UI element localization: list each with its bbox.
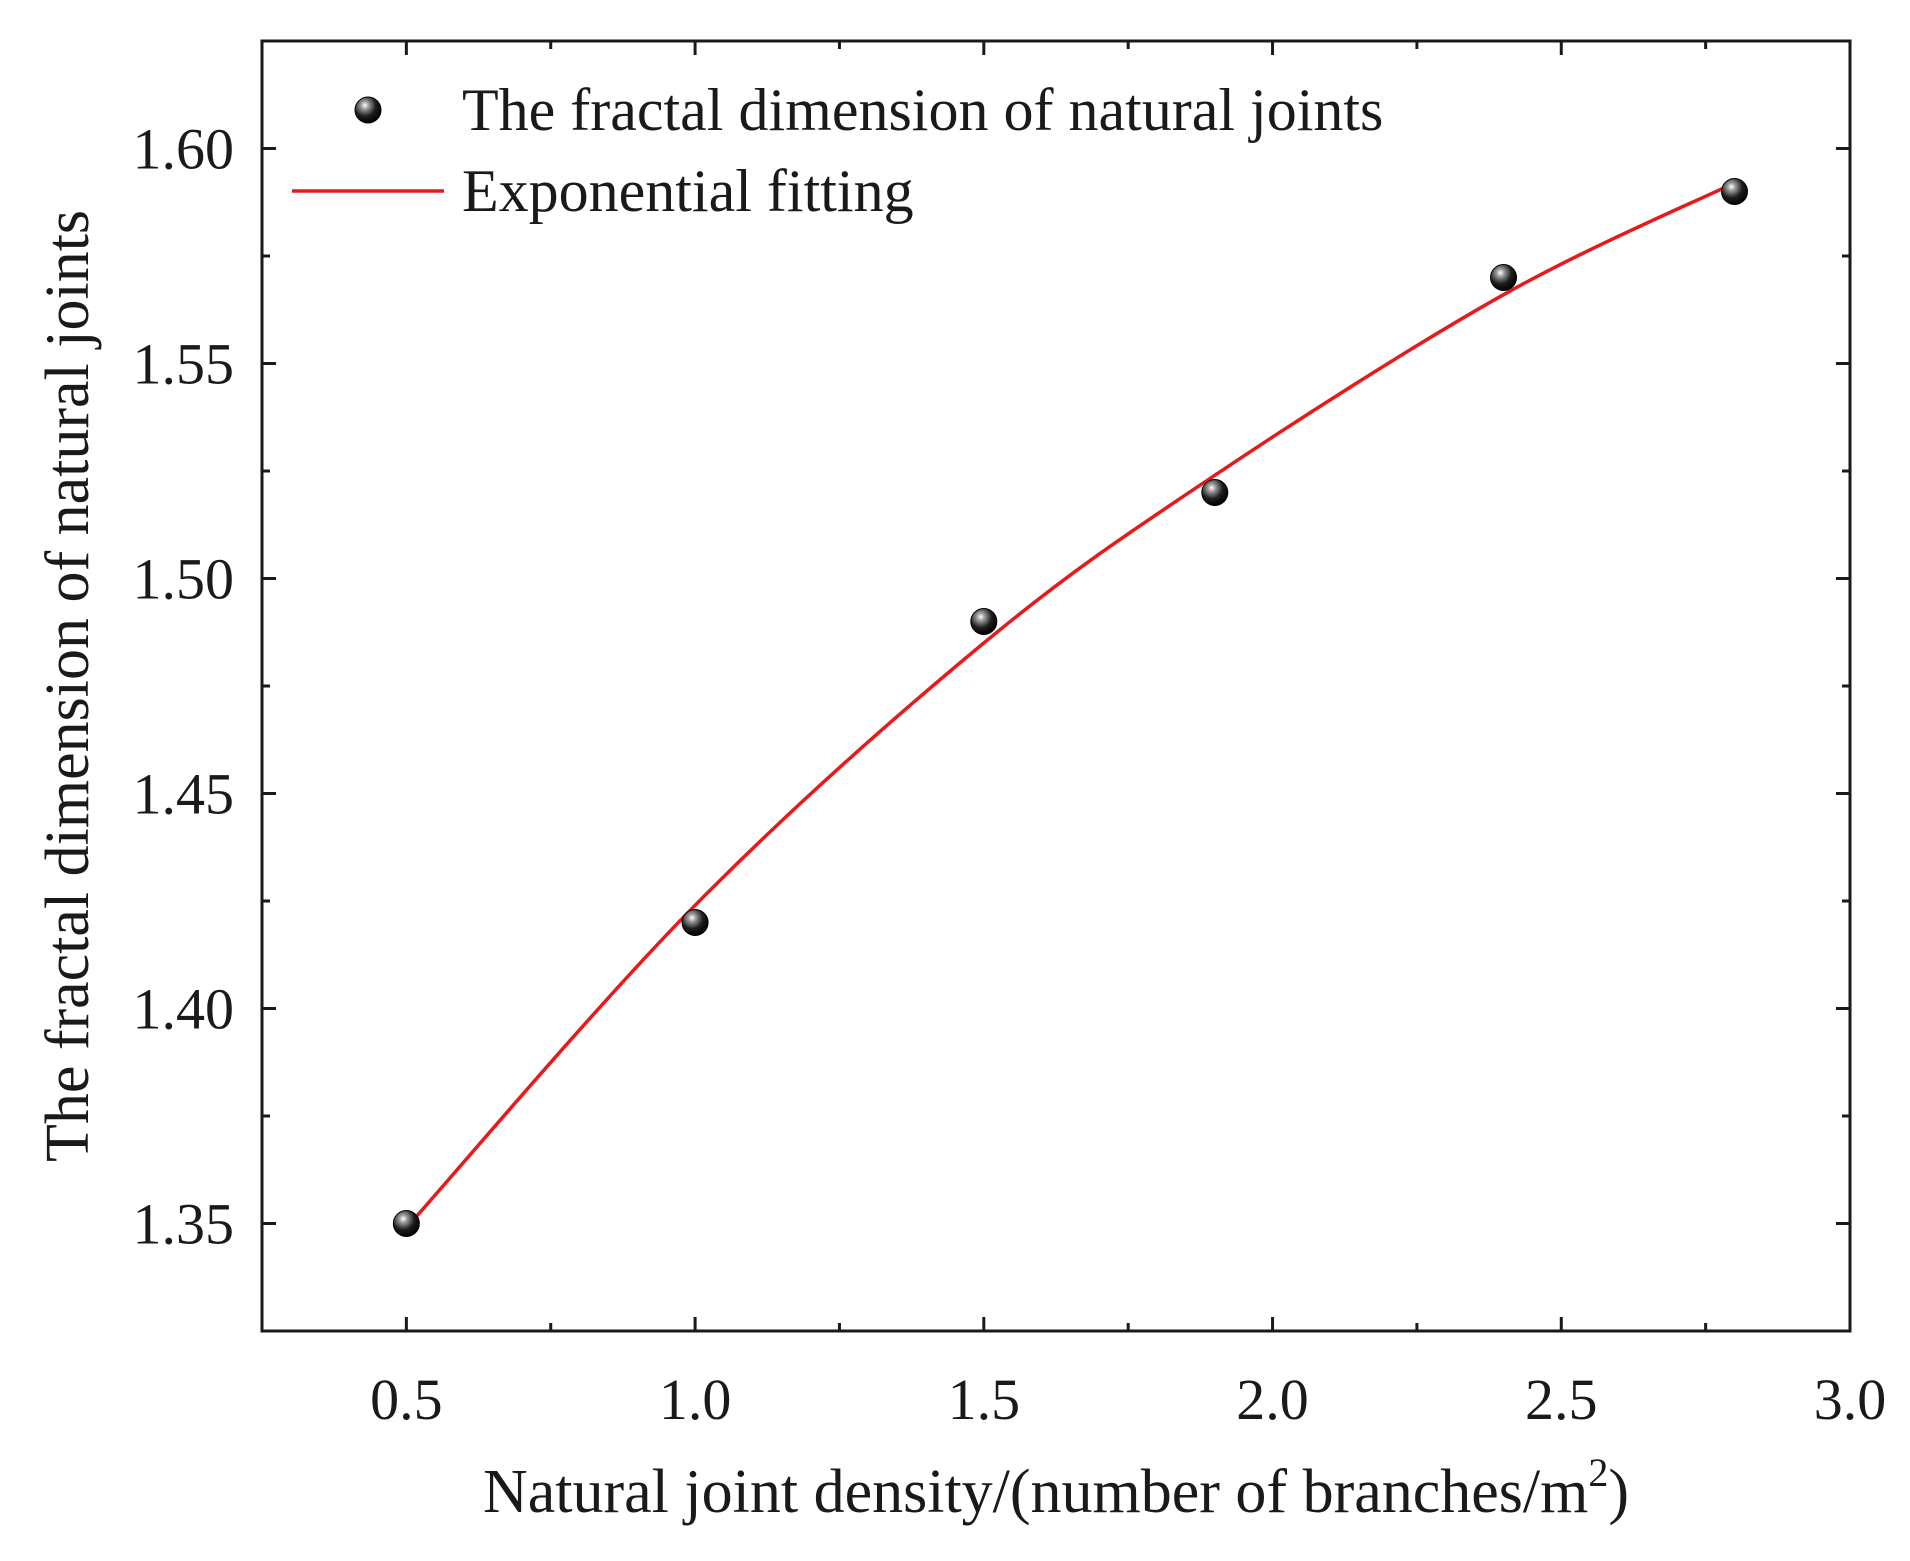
legend-label-line: Exponential fitting [462, 158, 914, 224]
x-tick-label: 1.5 [948, 1367, 1021, 1432]
x-tick-label: 2.5 [1525, 1367, 1598, 1432]
data-point [970, 608, 998, 635]
data-point [1721, 178, 1749, 205]
x-tick-label: 2.0 [1236, 1367, 1309, 1432]
x-axis-ticks: 0.5 1.0 1.5 2.0 2.5 3.0 [260, 41, 1887, 1432]
exponential-fit-line [405, 181, 1736, 1229]
legend-label-scatter: The fractal dimension of natural joints [462, 77, 1383, 143]
y-axis-label: The fractal dimension of natural joints [34, 210, 102, 1162]
data-point [681, 909, 709, 936]
data-point [392, 1210, 420, 1237]
x-axis-label-superscript: 2 [1588, 1450, 1608, 1495]
data-point [1490, 264, 1518, 291]
x-tick-label: 3.0 [1814, 1367, 1887, 1432]
x-axis-label: Natural joint density/(number of branche… [483, 1450, 1629, 1526]
data-point [1201, 479, 1229, 506]
y-tick-label: 1.60 [133, 117, 235, 182]
y-tick-label: 1.55 [133, 332, 235, 397]
x-axis-label-main: Natural joint density/(number of branche… [483, 1458, 1588, 1526]
x-axis-label-suffix: ) [1608, 1458, 1629, 1526]
legend-marker-scatter [354, 96, 382, 124]
series-layer [392, 178, 1749, 1237]
y-tick-label: 1.50 [133, 547, 235, 612]
x-tick-label: 0.5 [370, 1367, 443, 1432]
legend: The fractal dimension of natural joints E… [292, 77, 1383, 224]
y-tick-label: 1.35 [133, 1192, 235, 1257]
y-axis-ticks: 1.35 1.40 1.45 1.50 1.55 1.60 [133, 39, 1850, 1333]
x-tick-label: 1.0 [659, 1367, 732, 1432]
y-tick-label: 1.40 [133, 977, 235, 1042]
plot-frame [260, 39, 1852, 1333]
y-tick-label: 1.45 [133, 762, 235, 827]
